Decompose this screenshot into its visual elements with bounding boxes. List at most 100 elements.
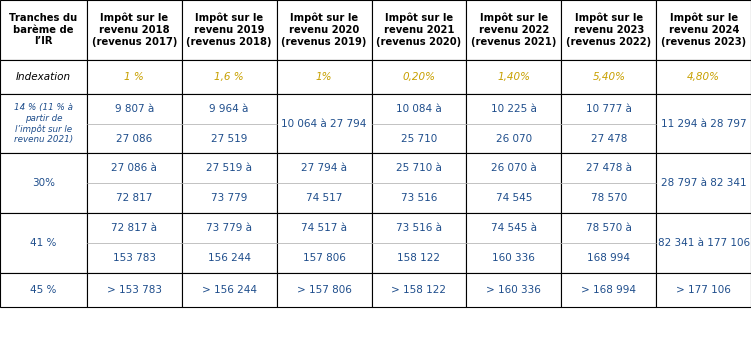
Text: 158 122: 158 122 <box>397 253 441 263</box>
Bar <box>87 153 182 213</box>
Text: 0,20%: 0,20% <box>403 72 436 82</box>
Text: 168 994: 168 994 <box>587 253 630 263</box>
Text: 10 084 à: 10 084 à <box>396 104 442 114</box>
Text: 73 516: 73 516 <box>401 193 437 203</box>
Text: 4,80%: 4,80% <box>687 72 720 82</box>
Bar <box>372 273 466 307</box>
Text: > 160 336: > 160 336 <box>487 285 541 295</box>
Text: 26 070: 26 070 <box>496 134 532 144</box>
Bar <box>562 0 656 60</box>
Text: 1,6 %: 1,6 % <box>214 72 244 82</box>
Bar <box>87 60 182 94</box>
Text: > 177 106: > 177 106 <box>677 285 731 295</box>
Bar <box>0 213 87 273</box>
Bar <box>276 273 372 307</box>
Bar <box>182 60 276 94</box>
Text: Impôt sur le
revenu 2018
(revenus 2017): Impôt sur le revenu 2018 (revenus 2017) <box>92 13 177 47</box>
Bar <box>0 60 87 94</box>
Bar <box>182 0 276 60</box>
Bar <box>562 60 656 94</box>
Text: 30%: 30% <box>32 178 55 188</box>
Text: 27 794 à: 27 794 à <box>301 163 347 173</box>
Text: 10 064 à 27 794: 10 064 à 27 794 <box>282 119 366 129</box>
Text: 27 519: 27 519 <box>211 134 247 144</box>
Text: Impôt sur le
revenu 2022
(revenus 2021): Impôt sur le revenu 2022 (revenus 2021) <box>471 13 556 47</box>
Bar <box>656 94 751 153</box>
Text: Impôt sur le
revenu 2020
(revenus 2019): Impôt sur le revenu 2020 (revenus 2019) <box>282 13 366 47</box>
Bar <box>466 153 562 213</box>
Text: 156 244: 156 244 <box>207 253 251 263</box>
Bar <box>562 273 656 307</box>
Text: 27 086 à: 27 086 à <box>111 163 157 173</box>
Text: > 156 244: > 156 244 <box>201 285 257 295</box>
Text: 157 806: 157 806 <box>303 253 345 263</box>
Bar <box>182 273 276 307</box>
Text: Impôt sur le
revenu 2019
(revenus 2018): Impôt sur le revenu 2019 (revenus 2018) <box>186 13 272 47</box>
Text: 82 341 à 177 106: 82 341 à 177 106 <box>658 238 749 248</box>
Bar <box>656 153 751 213</box>
Text: 11 294 à 28 797: 11 294 à 28 797 <box>661 119 746 129</box>
Text: 74 545: 74 545 <box>496 193 532 203</box>
Bar <box>276 213 372 273</box>
Bar <box>562 213 656 273</box>
Text: 26 070 à: 26 070 à <box>491 163 537 173</box>
Bar <box>466 273 562 307</box>
Text: Impôt sur le
revenu 2024
(revenus 2023): Impôt sur le revenu 2024 (revenus 2023) <box>661 13 746 47</box>
Bar <box>466 0 562 60</box>
Bar <box>276 153 372 213</box>
Text: 10 225 à: 10 225 à <box>491 104 537 114</box>
Text: 10 777 à: 10 777 à <box>586 104 632 114</box>
Text: Indexation: Indexation <box>16 72 71 82</box>
Text: 25 710: 25 710 <box>401 134 437 144</box>
Text: 14 % (11 % à
partir de
l’impôt sur le
revenu 2021): 14 % (11 % à partir de l’impôt sur le re… <box>14 103 73 144</box>
Bar <box>87 213 182 273</box>
Bar <box>0 94 87 153</box>
Bar <box>276 0 372 60</box>
Bar <box>87 94 182 153</box>
Text: 28 797 à 82 341: 28 797 à 82 341 <box>661 178 746 188</box>
Text: > 157 806: > 157 806 <box>297 285 351 295</box>
Bar <box>0 273 87 307</box>
Bar <box>466 60 562 94</box>
Bar <box>656 273 751 307</box>
Bar <box>656 213 751 273</box>
Bar <box>466 213 562 273</box>
Text: 160 336: 160 336 <box>493 253 535 263</box>
Text: 45 %: 45 % <box>30 285 56 295</box>
Text: 78 570 à: 78 570 à <box>586 223 632 233</box>
Text: > 168 994: > 168 994 <box>581 285 636 295</box>
Bar <box>0 0 87 60</box>
Bar <box>87 0 182 60</box>
Bar <box>372 213 466 273</box>
Text: 72 817 à: 72 817 à <box>111 223 157 233</box>
Text: 9 964 à: 9 964 à <box>210 104 249 114</box>
Text: 9 807 à: 9 807 à <box>115 104 154 114</box>
Text: 74 545 à: 74 545 à <box>491 223 537 233</box>
Text: Impôt sur le
revenu 2023
(revenus 2022): Impôt sur le revenu 2023 (revenus 2022) <box>566 13 651 47</box>
Text: > 153 783: > 153 783 <box>107 285 161 295</box>
Text: 27 086: 27 086 <box>116 134 152 144</box>
Text: Impôt sur le
revenu 2021
(revenus 2020): Impôt sur le revenu 2021 (revenus 2020) <box>376 13 462 47</box>
Bar <box>562 153 656 213</box>
Bar <box>656 60 751 94</box>
Text: 25 710 à: 25 710 à <box>396 163 442 173</box>
Bar <box>372 0 466 60</box>
Text: 27 519 à: 27 519 à <box>206 163 252 173</box>
Bar <box>372 94 466 153</box>
Text: 73 779 à: 73 779 à <box>206 223 252 233</box>
Bar <box>276 94 372 153</box>
Text: 74 517 à: 74 517 à <box>301 223 347 233</box>
Bar <box>182 153 276 213</box>
Text: > 158 122: > 158 122 <box>391 285 447 295</box>
Text: 41 %: 41 % <box>30 238 56 248</box>
Text: 78 570: 78 570 <box>591 193 627 203</box>
Bar <box>466 94 562 153</box>
Text: 72 817: 72 817 <box>116 193 152 203</box>
Text: 153 783: 153 783 <box>113 253 155 263</box>
Text: 1 %: 1 % <box>125 72 144 82</box>
Bar <box>656 0 751 60</box>
Bar <box>562 94 656 153</box>
Bar <box>0 153 87 213</box>
Bar <box>182 213 276 273</box>
Text: Tranches du
barème de
l’IR: Tranches du barème de l’IR <box>9 13 77 46</box>
